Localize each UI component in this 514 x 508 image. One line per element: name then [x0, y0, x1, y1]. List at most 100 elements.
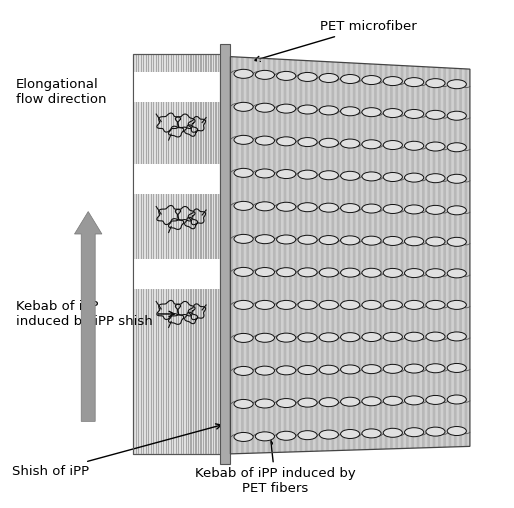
Bar [151, 54, 152, 454]
Ellipse shape [447, 427, 466, 435]
Bar [210, 54, 212, 454]
Bar [203, 54, 204, 454]
Bar [133, 54, 221, 454]
Ellipse shape [341, 268, 360, 277]
Polygon shape [390, 65, 393, 449]
Ellipse shape [362, 108, 381, 117]
Bar [143, 54, 144, 454]
Bar [193, 54, 194, 454]
Ellipse shape [255, 136, 274, 145]
Ellipse shape [234, 135, 253, 144]
Ellipse shape [405, 205, 424, 214]
Bar [133, 54, 134, 454]
Ellipse shape [383, 236, 402, 245]
Ellipse shape [426, 142, 445, 151]
Polygon shape [465, 69, 467, 447]
Ellipse shape [277, 137, 296, 146]
Ellipse shape [426, 364, 445, 373]
Polygon shape [379, 65, 382, 449]
Ellipse shape [234, 102, 253, 111]
Ellipse shape [234, 267, 253, 276]
Polygon shape [411, 66, 414, 448]
Ellipse shape [447, 332, 466, 341]
Bar [175, 54, 177, 454]
Polygon shape [310, 61, 313, 452]
Ellipse shape [383, 205, 402, 213]
Bar [215, 54, 217, 454]
Polygon shape [246, 57, 249, 453]
Ellipse shape [341, 333, 360, 342]
Polygon shape [289, 59, 291, 452]
Polygon shape [374, 64, 377, 450]
Ellipse shape [319, 106, 338, 115]
Ellipse shape [255, 366, 274, 375]
Polygon shape [422, 67, 425, 448]
Polygon shape [230, 56, 470, 454]
Polygon shape [273, 59, 276, 453]
Ellipse shape [277, 202, 296, 211]
FancyArrow shape [75, 211, 102, 422]
Text: Kebab of iPP
induced by iPP shish: Kebab of iPP induced by iPP shish [16, 300, 174, 328]
Polygon shape [268, 58, 270, 453]
Bar [153, 54, 154, 454]
Bar [158, 54, 159, 454]
Bar [133, 164, 221, 194]
Ellipse shape [405, 173, 424, 182]
Ellipse shape [298, 398, 317, 407]
Bar [171, 54, 172, 454]
Bar [178, 54, 179, 454]
Bar [221, 44, 230, 464]
Polygon shape [236, 57, 238, 454]
Ellipse shape [405, 78, 424, 87]
Bar [168, 54, 169, 454]
Ellipse shape [319, 236, 338, 244]
Ellipse shape [447, 363, 466, 372]
Ellipse shape [426, 174, 445, 183]
Ellipse shape [319, 171, 338, 180]
Ellipse shape [426, 395, 445, 404]
Ellipse shape [319, 430, 338, 439]
Bar [208, 54, 209, 454]
Polygon shape [427, 67, 430, 448]
Bar [218, 54, 219, 454]
Ellipse shape [362, 140, 381, 149]
Ellipse shape [277, 399, 296, 407]
Ellipse shape [426, 269, 445, 278]
Polygon shape [358, 64, 361, 450]
Ellipse shape [234, 333, 253, 342]
Ellipse shape [447, 143, 466, 152]
Bar [183, 54, 184, 454]
Ellipse shape [383, 77, 402, 85]
Polygon shape [454, 68, 456, 447]
Ellipse shape [298, 138, 317, 147]
Bar [191, 54, 192, 454]
Bar [145, 54, 147, 454]
Ellipse shape [426, 427, 445, 436]
Ellipse shape [277, 235, 296, 244]
Ellipse shape [362, 204, 381, 213]
Polygon shape [406, 66, 409, 449]
Bar [200, 54, 201, 454]
Bar [195, 54, 197, 454]
Ellipse shape [319, 203, 338, 212]
Bar [138, 54, 139, 454]
Ellipse shape [341, 75, 360, 83]
Polygon shape [295, 60, 297, 452]
Text: PET microfiber: PET microfiber [254, 20, 417, 61]
Ellipse shape [319, 74, 338, 82]
Ellipse shape [405, 364, 424, 373]
Polygon shape [321, 61, 323, 451]
Ellipse shape [319, 398, 338, 407]
Ellipse shape [255, 235, 274, 244]
Ellipse shape [341, 365, 360, 374]
Ellipse shape [255, 268, 274, 276]
Ellipse shape [362, 172, 381, 181]
Ellipse shape [426, 332, 445, 341]
Bar [213, 54, 214, 454]
Ellipse shape [234, 168, 253, 177]
Ellipse shape [405, 396, 424, 405]
Ellipse shape [447, 111, 466, 120]
Ellipse shape [234, 201, 253, 210]
Ellipse shape [234, 432, 253, 441]
Text: Kebab of iPP induced by
PET fibers: Kebab of iPP induced by PET fibers [195, 440, 356, 495]
